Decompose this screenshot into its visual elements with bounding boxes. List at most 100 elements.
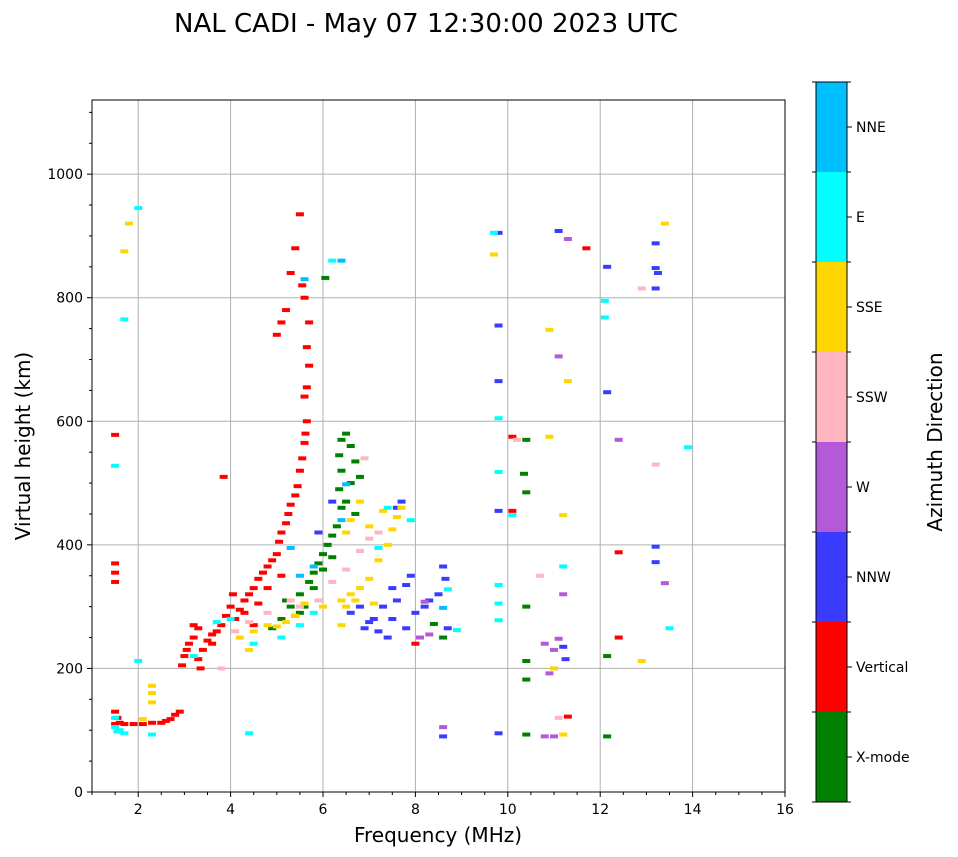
data-point [171, 712, 180, 717]
data-point [355, 499, 364, 504]
data-point [235, 635, 244, 640]
data-point [392, 505, 401, 510]
data-point [300, 295, 309, 300]
data-point [545, 671, 554, 676]
data-point [115, 720, 124, 725]
data-point [388, 617, 397, 621]
data-point [600, 298, 609, 303]
data-point [277, 635, 286, 640]
data-point [189, 635, 198, 640]
data-point [563, 237, 572, 242]
data-point [522, 604, 531, 609]
data-point [212, 629, 221, 634]
data-point [226, 604, 235, 609]
data-point [513, 437, 522, 442]
data-point [342, 530, 351, 535]
data-point [603, 264, 612, 269]
data-point [309, 564, 318, 569]
colorbar-segment [816, 712, 847, 802]
data-point [536, 573, 545, 578]
data-point [302, 419, 311, 424]
data-point [120, 317, 129, 322]
data-point [282, 620, 291, 625]
data-point [208, 632, 217, 637]
x-tick-label: 14 [684, 802, 702, 818]
data-point [194, 657, 203, 662]
data-point [305, 320, 314, 325]
data-point [277, 320, 286, 325]
data-point [298, 456, 307, 461]
data-point [559, 564, 568, 569]
series-sse [120, 221, 669, 737]
data-point [138, 717, 147, 722]
data-point [254, 576, 263, 581]
data-point [494, 508, 503, 513]
data-point [402, 583, 411, 588]
data-point [554, 228, 563, 233]
data-point [212, 620, 221, 625]
colorbar-label-x-mode: X-mode [856, 750, 910, 766]
data-point [351, 511, 360, 516]
data-point [559, 592, 568, 597]
data-point [420, 599, 429, 604]
data-point [522, 659, 531, 664]
data-point [332, 524, 341, 529]
data-point [355, 474, 364, 479]
data-point [295, 468, 304, 473]
data-point [342, 482, 351, 487]
data-point [240, 598, 249, 603]
data-point [328, 533, 337, 538]
data-point [439, 635, 448, 640]
data-point [452, 628, 461, 633]
colorbar-label-e: E [856, 210, 865, 226]
data-point [148, 732, 157, 737]
data-point [563, 379, 572, 384]
data-point [397, 505, 406, 510]
data-point [286, 271, 295, 275]
data-point [508, 513, 517, 518]
colorbar-segment [816, 172, 847, 262]
data-point [443, 587, 452, 592]
data-point [651, 286, 660, 291]
data-point [614, 437, 623, 442]
data-point [434, 592, 443, 597]
data-point [295, 604, 304, 609]
y-axis-ticks: 0 200 400 600 800 1000 [47, 111, 92, 801]
x-tick-label: 2 [134, 802, 143, 818]
data-point [319, 552, 327, 557]
x-axis-ticks: 2 4 6 8 10 12 14 16 [91, 792, 794, 818]
data-point [268, 558, 277, 563]
data-point [383, 635, 392, 640]
data-point [416, 635, 425, 640]
data-point [508, 434, 517, 439]
data-point [559, 513, 568, 518]
data-point [494, 230, 503, 235]
data-point [208, 641, 217, 646]
data-point [600, 315, 609, 320]
y-tick-label: 1000 [47, 167, 83, 183]
data-point [346, 444, 355, 448]
data-point [383, 505, 392, 510]
data-point [379, 508, 388, 513]
data-point [111, 579, 120, 584]
data-point [314, 598, 323, 603]
data-point [198, 647, 207, 652]
data-point [263, 564, 272, 569]
data-point [323, 542, 332, 547]
data-point [637, 659, 646, 664]
colorbar-segment [816, 532, 847, 622]
data-point [302, 385, 311, 390]
data-point [124, 221, 133, 226]
series-nne [286, 258, 448, 610]
colorbar-segment [816, 622, 847, 712]
data-point [305, 363, 314, 368]
x-tick-label: 8 [411, 802, 420, 818]
data-point [429, 621, 438, 626]
data-point [309, 586, 318, 591]
x-axis-label: Frequency (MHz) [354, 823, 522, 847]
data-point [300, 604, 309, 609]
data-point [277, 617, 286, 621]
data-point [603, 390, 612, 395]
data-point [614, 550, 623, 555]
data-point [295, 592, 304, 597]
